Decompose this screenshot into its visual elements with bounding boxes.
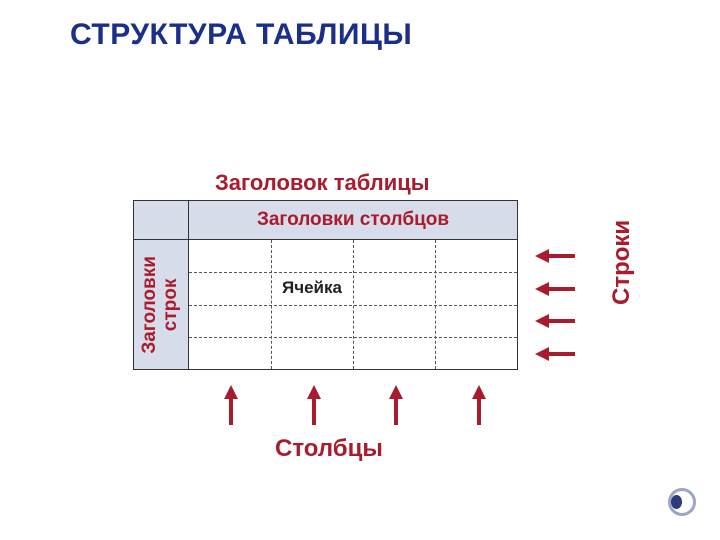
- cell-label: Ячейка: [282, 278, 342, 298]
- header-row: Заголовки столбцов: [134, 201, 517, 239]
- row-headers-label: Заголовкистрок: [134, 240, 189, 369]
- row-arrows: [535, 240, 585, 370]
- row-arrow-icon: [535, 282, 575, 301]
- column-arrow-icon: [389, 385, 403, 430]
- rows-label: Строки: [608, 220, 636, 305]
- table-diagram: Заголовки столбцов Заголовкистрок Ячейка: [133, 200, 518, 370]
- column-arrow-icon: [224, 385, 238, 430]
- row-arrow-icon: [535, 249, 575, 268]
- column-arrow-icon: [307, 385, 321, 430]
- nav-badge-icon: [668, 488, 696, 516]
- column-arrow-icon: [472, 385, 486, 430]
- page-title: СТРУКТУРА ТАБЛИЦЫ: [70, 18, 412, 52]
- table-title: Заголовок таблицы: [215, 170, 430, 196]
- body-row: Заголовкистрок Ячейка: [134, 239, 517, 369]
- row-arrow-icon: [535, 314, 575, 333]
- row-arrow-icon: [535, 347, 575, 366]
- columns-label: Столбцы: [275, 435, 383, 463]
- column-arrows: [190, 380, 520, 430]
- column-headers-label: Заголовки столбцов: [189, 201, 517, 239]
- grid-area: Ячейка: [189, 240, 517, 369]
- corner-cell: [134, 201, 189, 239]
